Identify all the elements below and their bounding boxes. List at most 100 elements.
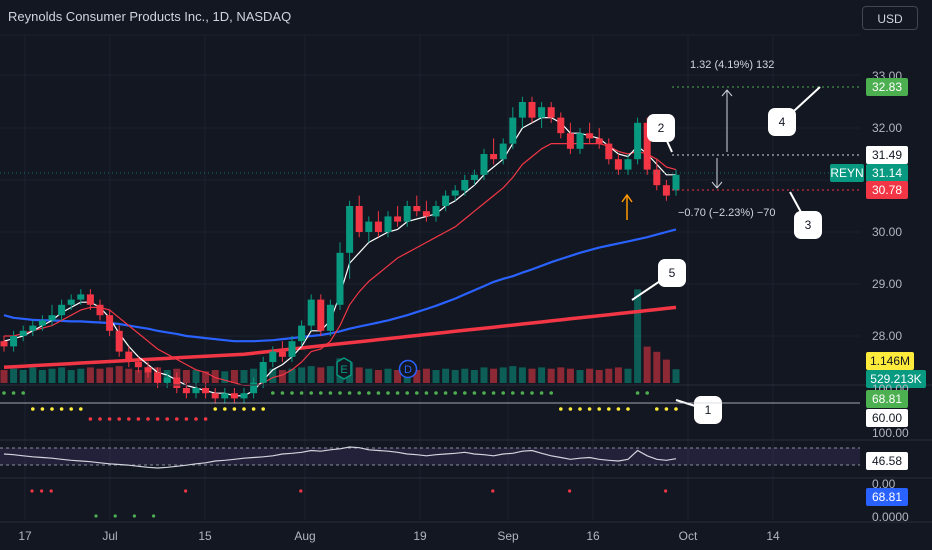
time-tick-label: Jul bbox=[102, 529, 117, 543]
candle-body bbox=[374, 221, 382, 232]
entry-price-label: 31.49 bbox=[872, 148, 902, 162]
candle-body bbox=[413, 206, 421, 212]
volume-bar bbox=[0, 370, 8, 383]
osc1-value-label-bg bbox=[866, 390, 908, 408]
volume-bar bbox=[48, 368, 56, 383]
osc1-dot bbox=[491, 391, 496, 395]
osc1-dot bbox=[127, 417, 131, 421]
volume-bar bbox=[509, 366, 517, 383]
osc2-axis-top: 100.00 bbox=[872, 426, 909, 440]
volume-bar bbox=[19, 370, 27, 383]
osc1-dot bbox=[376, 391, 381, 395]
volume-bar bbox=[10, 368, 18, 383]
osc1-dot bbox=[539, 391, 544, 395]
volume-bar bbox=[240, 370, 248, 383]
osc3-axis-bottom: 0.0000 bbox=[872, 510, 909, 524]
osc1-dot bbox=[175, 417, 179, 421]
time-tick-label: 16 bbox=[586, 529, 600, 543]
osc1-dot bbox=[568, 407, 573, 411]
candle-body bbox=[269, 351, 277, 362]
volume-bar bbox=[662, 359, 670, 383]
callout-bubble bbox=[647, 114, 675, 142]
candle-body bbox=[240, 393, 248, 399]
volume-bar bbox=[202, 371, 210, 383]
candle-body bbox=[250, 382, 258, 394]
volume-bar bbox=[490, 368, 498, 383]
candle-body bbox=[230, 393, 238, 399]
osc1-dot bbox=[136, 417, 141, 421]
candle-body bbox=[422, 211, 430, 217]
osc2-band bbox=[0, 448, 860, 465]
candle-body bbox=[38, 320, 46, 326]
osc1-dot bbox=[434, 391, 438, 395]
volume-bar bbox=[413, 370, 421, 383]
candle-body bbox=[125, 351, 133, 362]
candle-body bbox=[595, 138, 603, 144]
candle-body bbox=[48, 315, 56, 321]
volume-bar bbox=[106, 367, 114, 383]
osc1-dot bbox=[184, 417, 189, 421]
volume-bar bbox=[317, 367, 325, 383]
time-tick-label: 19 bbox=[413, 529, 427, 543]
candle-body bbox=[192, 388, 200, 394]
grid-lines bbox=[0, 34, 860, 520]
volume-bar bbox=[499, 367, 507, 383]
osc3-dot-red bbox=[491, 489, 495, 493]
candle-body bbox=[346, 206, 354, 253]
osc3-dot-green bbox=[152, 514, 156, 518]
osc1-dot bbox=[520, 391, 525, 395]
osc1-dot bbox=[424, 391, 429, 395]
time-tick-label: Sep bbox=[497, 529, 519, 543]
target-price-label: 32.83 bbox=[872, 80, 902, 94]
volume-bar bbox=[672, 369, 680, 383]
volume-bar bbox=[394, 370, 402, 383]
volume-bar bbox=[365, 368, 373, 383]
osc2-line bbox=[3, 446, 677, 469]
volume-bar bbox=[374, 370, 382, 383]
osc1-dot bbox=[664, 407, 669, 411]
osc1-dot bbox=[2, 391, 6, 395]
volume-bar bbox=[67, 370, 75, 383]
volume-bar bbox=[528, 368, 536, 383]
volume-bar bbox=[595, 370, 603, 383]
osc1-dot bbox=[626, 407, 630, 411]
volume-bar bbox=[38, 370, 46, 383]
osc1-dot bbox=[338, 391, 342, 395]
price-tick-label: 29.00 bbox=[872, 277, 902, 291]
candle-body bbox=[672, 174, 680, 191]
osc1-dot bbox=[165, 417, 169, 421]
candle-body bbox=[566, 133, 574, 149]
price-tick-label: 28.00 bbox=[872, 329, 902, 343]
time-tick-label: Oct bbox=[679, 529, 698, 543]
osc1-dot bbox=[271, 391, 275, 395]
candle-body bbox=[490, 154, 498, 160]
candle-body bbox=[518, 102, 526, 118]
osc1-dot bbox=[347, 391, 352, 395]
dividend-marker-label: D bbox=[404, 364, 412, 376]
volume-bar bbox=[230, 370, 238, 383]
candle-body bbox=[173, 377, 181, 388]
candle-body bbox=[624, 159, 632, 170]
volume-bar bbox=[634, 289, 642, 383]
candle-body bbox=[394, 216, 402, 222]
callout-label: 5 bbox=[669, 266, 676, 280]
measure-down-text: −0.70 (−2.23%) −70 bbox=[678, 207, 776, 219]
osc1-dot bbox=[674, 407, 678, 411]
stop-price-label-bg bbox=[866, 181, 908, 199]
osc3-dot-green bbox=[94, 514, 98, 518]
volume-bar bbox=[432, 370, 440, 383]
osc1-dot bbox=[203, 417, 208, 421]
osc3-value-label-bg bbox=[866, 488, 908, 506]
osc1-dot bbox=[587, 407, 592, 411]
candle-body bbox=[365, 221, 373, 232]
currency-button[interactable]: USD bbox=[862, 6, 918, 30]
osc1-dot bbox=[511, 391, 515, 395]
volume-bar bbox=[586, 368, 594, 383]
volume-bar bbox=[480, 367, 488, 383]
candle-body bbox=[336, 252, 344, 305]
callout-bubble bbox=[768, 108, 796, 136]
osc1-dot bbox=[146, 417, 150, 421]
volume-bar bbox=[557, 367, 565, 383]
candle-body bbox=[86, 294, 94, 305]
